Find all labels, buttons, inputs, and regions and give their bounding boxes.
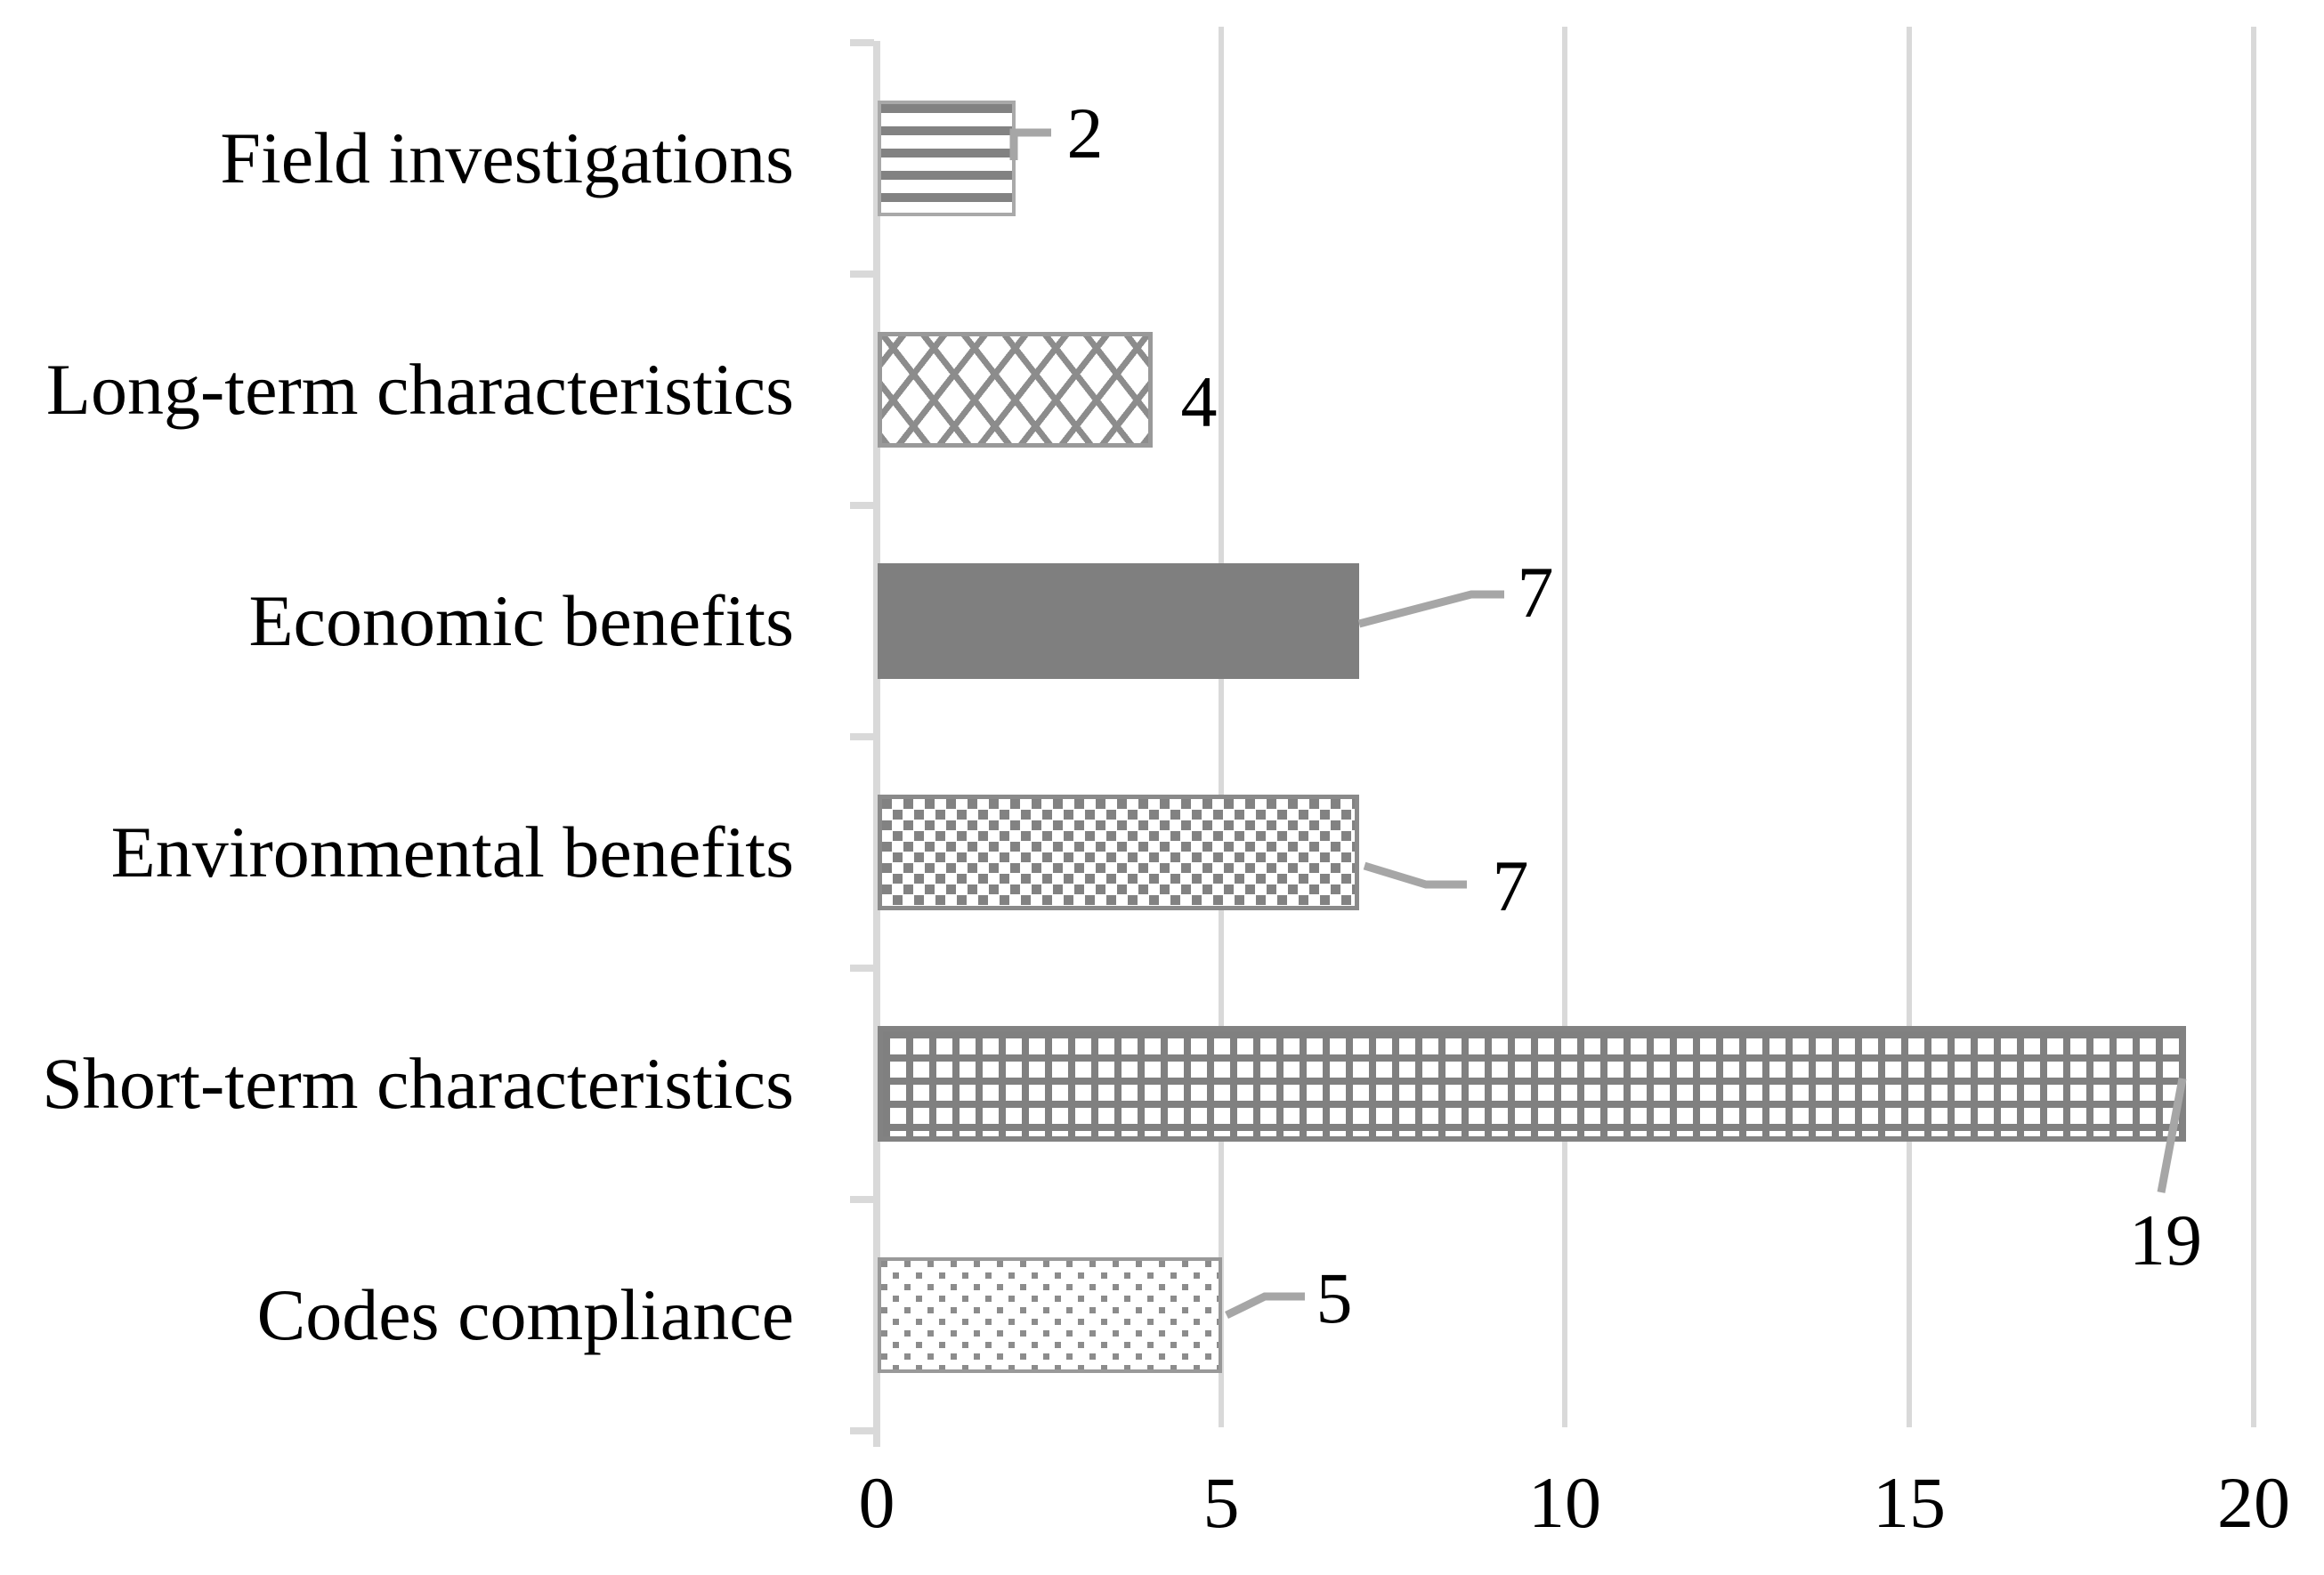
bar-field-investigations — [878, 101, 1016, 216]
bar-codes-compliance — [878, 1257, 1222, 1373]
category-label-long-term-characteristics: Long-term characteristics — [45, 349, 794, 430]
value-label-5: 5 — [1316, 1257, 1353, 1338]
gridline-10 — [1562, 27, 1567, 1427]
leader-line-7-economic — [1357, 590, 1504, 628]
category-label-economic-benefits: Economic benefits — [248, 580, 794, 661]
value-label-7-economic: 7 — [1517, 552, 1554, 633]
axis-tick — [850, 1196, 874, 1203]
value-label-2: 2 — [1066, 93, 1104, 174]
value-label-7-environmental: 7 — [1492, 845, 1529, 926]
x-tick-label-5: 5 — [1202, 1462, 1240, 1543]
axis-tick — [850, 271, 874, 278]
category-label-codes-compliance: Codes compliance — [256, 1274, 794, 1355]
leader-line-5 — [1225, 1292, 1305, 1320]
value-label-4: 4 — [1180, 361, 1218, 442]
bar-short-term-characteristics — [878, 1026, 2186, 1142]
leader-line-2 — [1009, 128, 1051, 160]
category-label-short-term-characteristics: Short-term characteristics — [42, 1043, 794, 1124]
x-tick-label-20: 20 — [2217, 1462, 2290, 1543]
value-label-19: 19 — [2129, 1199, 2202, 1280]
x-tick-label-0: 0 — [858, 1462, 895, 1543]
axis-tick — [850, 502, 874, 509]
category-label-field-investigations: Field investigations — [220, 117, 794, 198]
x-tick-label-10: 10 — [1528, 1462, 1601, 1543]
axis-tick — [850, 733, 874, 740]
gridline-20 — [2251, 27, 2256, 1427]
bar-economic-benefits — [878, 563, 1359, 679]
axis-tick — [850, 1427, 874, 1434]
leader-line-7-environmental — [1363, 861, 1467, 889]
bar-environmental-benefits — [878, 795, 1359, 910]
bar-long-term-characteristics — [878, 332, 1153, 448]
leader-line-19 — [2157, 1078, 2187, 1193]
x-tick-label-15: 15 — [1873, 1462, 1946, 1543]
gridline-15 — [1907, 27, 1912, 1427]
category-axis-line — [873, 41, 880, 1447]
gridline-5 — [1219, 27, 1224, 1427]
axis-tick — [850, 965, 874, 972]
category-label-environmental-benefits: Environmental benefits — [110, 812, 794, 892]
axis-tick — [850, 39, 874, 46]
